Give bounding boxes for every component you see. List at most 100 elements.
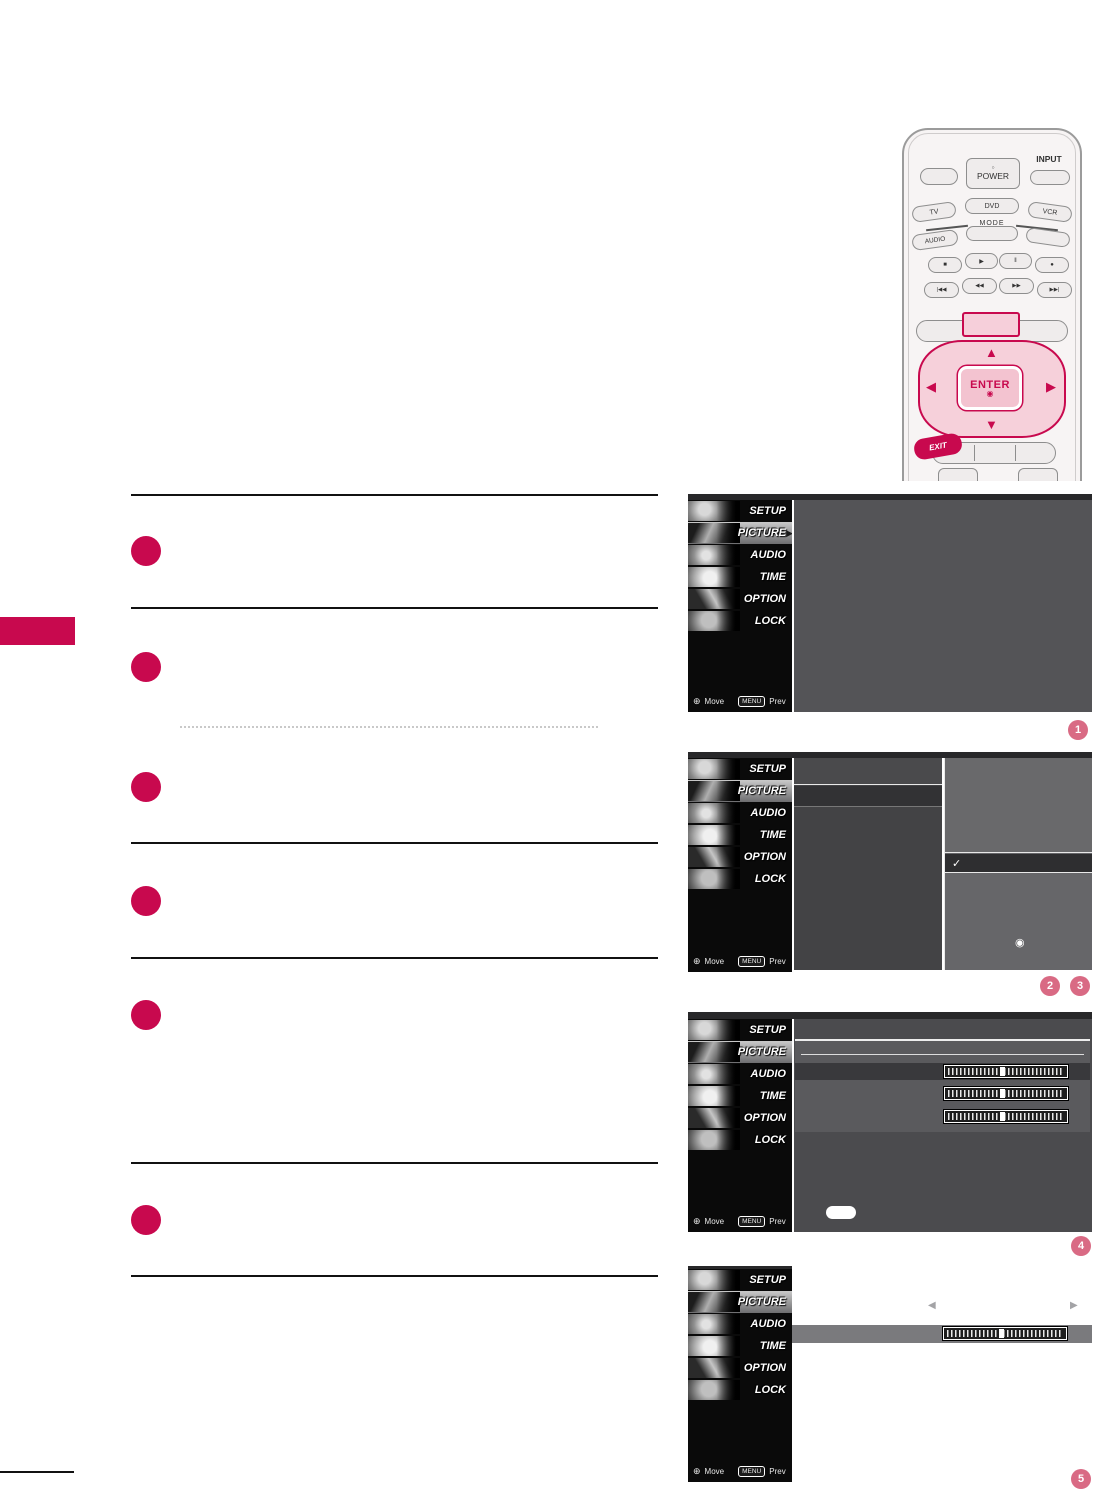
section-rule: [131, 957, 658, 959]
menu-footer: ⊕ Move MENU Prev: [693, 954, 789, 968]
section-rule: [131, 494, 658, 496]
sidebar-item-option: OPTION: [688, 1107, 792, 1129]
sidebar-item-label: LOCK: [754, 1384, 786, 1396]
sidebar-item-picture: PICTURE ▶: [688, 522, 793, 544]
audio-icon: [688, 803, 740, 823]
prev-label: Prev: [769, 1466, 786, 1476]
sidebar-item-setup: SETUP: [688, 1269, 792, 1291]
menu-topbar: [688, 1266, 792, 1269]
sidebar-item-option: OPTION: [688, 588, 792, 610]
menu-sidebar: SETUP PICTURE AUDIO TIME OPTION LOCK: [688, 1019, 792, 1232]
slider-ticks: [948, 1113, 1064, 1120]
dotted-rule: [180, 726, 598, 728]
fast-forward-button: ▶▶: [999, 278, 1034, 294]
move-label: Move: [704, 1466, 725, 1476]
section-rule: [131, 1275, 658, 1277]
picture-icon: [688, 1292, 740, 1312]
sidebar-separator: [792, 758, 794, 972]
option-selected-row: ✓: [945, 854, 1092, 873]
step-bullet: [131, 536, 161, 566]
check-icon: ✓: [952, 857, 962, 870]
audio-icon: [688, 1314, 740, 1334]
input-label: INPUT: [1036, 154, 1062, 164]
sidebar-item-option: OPTION: [688, 846, 792, 868]
time-icon: [688, 825, 740, 845]
sidebar-item-audio: AUDIO: [688, 1313, 792, 1335]
setup-icon: [688, 1270, 740, 1290]
skip-forward-button: ▶▶|: [1037, 282, 1072, 298]
section-rule: [131, 842, 658, 844]
section-rule: [131, 1162, 658, 1164]
dvd-mode-button: DVD: [965, 198, 1019, 214]
prev-label: Prev: [769, 956, 786, 966]
sidebar-item-label: SETUP: [749, 1274, 786, 1286]
sidebar-item-picture: PICTURE: [688, 1291, 792, 1313]
sidebar-item-label: SETUP: [749, 505, 786, 517]
power-icon: ○: [991, 165, 995, 171]
audio-icon: [688, 1064, 740, 1084]
menu-button: [962, 312, 1020, 337]
sidebar-item-lock: LOCK: [688, 1379, 792, 1401]
picture-icon: [688, 781, 740, 801]
tv-menu-screenshot-2: ✓ ◉ SETUP PICTURE AUDIO TIME: [688, 752, 1092, 972]
time-icon: [688, 1086, 740, 1106]
up-arrow-icon: ▲: [985, 345, 998, 360]
sidebar-item-audio: AUDIO: [688, 802, 792, 824]
lock-icon: [688, 1380, 740, 1400]
mode-label: MODE: [979, 220, 1005, 227]
left-arrow-icon: ◀: [926, 379, 936, 394]
move-label: Move: [704, 956, 725, 966]
slider-marker: [999, 1089, 1005, 1098]
right-arrow-icon: ▶: [1070, 1300, 1078, 1311]
remote-blank-button: [920, 168, 958, 185]
option-icon: [688, 1358, 740, 1378]
menu-key-chip: MENU: [738, 955, 766, 967]
contrast-slider: [944, 1065, 1068, 1078]
prev-label: Prev: [769, 696, 786, 706]
joystick-icon: ⊕: [693, 1465, 701, 1476]
sidebar-item-label: SETUP: [749, 763, 786, 775]
picture-icon: [688, 523, 740, 543]
input-button: [1030, 170, 1070, 185]
remote-control-illustration: ○ POWER INPUT TV DVD VCR MODE AUDIO ■ ▶ …: [898, 124, 1088, 481]
remote-blank-button: [1018, 468, 1058, 481]
sidebar-item-label: OPTION: [743, 1112, 786, 1124]
sidebar-item-time: TIME: [688, 824, 792, 846]
menu-key-chip: MENU: [738, 1215, 766, 1227]
step-badge-2: 2: [1040, 976, 1060, 996]
time-icon: [688, 567, 740, 587]
tv-menu-screenshot-4: ◀ ▶ SETUP PICTURE AUDIO TIME: [688, 1266, 1092, 1487]
menu-key-chip: MENU: [738, 1465, 766, 1477]
move-label: Move: [704, 1216, 725, 1226]
sidebar-separator: [792, 1019, 794, 1232]
sidebar-item-time: TIME: [688, 566, 792, 588]
power-button: ○ POWER: [966, 158, 1020, 189]
sidebar-item-label: TIME: [759, 571, 786, 583]
panel-divider: [801, 1054, 1084, 1055]
sidebar-item-label: PICTURE: [737, 527, 786, 539]
sidebar-item-label: PICTURE: [737, 1296, 786, 1308]
setup-icon: [688, 1020, 740, 1040]
sidebar-item-label: LOCK: [754, 615, 786, 627]
step-bullet: [131, 886, 161, 916]
sidebar-item-time: TIME: [688, 1335, 792, 1357]
sidebar-item-lock: LOCK: [688, 868, 792, 890]
power-label: POWER: [976, 171, 1010, 181]
sidebar-item-option: OPTION: [688, 1357, 792, 1379]
enter-dot-icon: ◉: [1015, 937, 1025, 949]
slider-marker: [998, 1329, 1004, 1338]
option-list-top: [945, 758, 1092, 853]
option-list-column: ✓ ◉: [944, 758, 1092, 970]
option-icon: [688, 1108, 740, 1128]
pause-button: ‖: [999, 253, 1032, 269]
rewind-button: ◀◀: [962, 278, 997, 294]
step-badge-5: 5: [1071, 1469, 1091, 1489]
sidebar-item-picture: PICTURE: [688, 780, 792, 802]
slider-marker: [999, 1112, 1005, 1121]
sidebar-item-setup: SETUP: [688, 758, 792, 780]
sidebar-item-lock: LOCK: [688, 610, 792, 632]
joystick-icon: ⊕: [693, 955, 701, 966]
enter-button: ENTER ◉: [958, 366, 1022, 410]
setup-icon: [688, 759, 740, 779]
